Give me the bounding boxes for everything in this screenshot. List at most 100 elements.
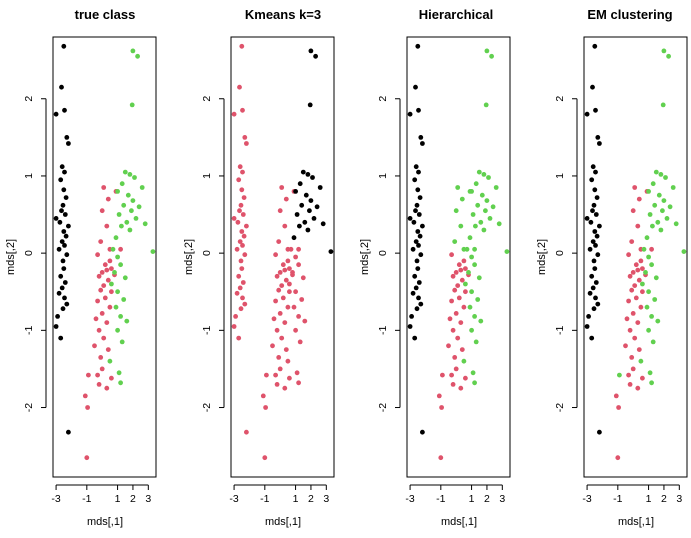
data-point bbox=[282, 385, 288, 391]
data-point bbox=[415, 266, 421, 271]
data-point bbox=[597, 223, 602, 229]
data-point bbox=[299, 202, 305, 208]
data-point bbox=[66, 223, 71, 229]
data-point bbox=[640, 281, 645, 287]
data-point bbox=[632, 283, 638, 288]
panel-title: Hierarchical bbox=[419, 7, 493, 22]
data-point bbox=[670, 185, 676, 190]
y-axis: -2 -1 0 1 2 bbox=[201, 96, 225, 412]
data-point bbox=[104, 385, 110, 391]
y-tick-label: -1 bbox=[377, 326, 389, 335]
data-point bbox=[300, 275, 306, 281]
data-point bbox=[412, 273, 418, 279]
data-point bbox=[493, 185, 499, 190]
x-axis: -3 -1 1 2 3 bbox=[405, 484, 505, 505]
x-tick-label: -1 bbox=[436, 493, 445, 505]
data-point bbox=[459, 277, 465, 283]
y-tick-label: 0 bbox=[23, 250, 35, 256]
data-point bbox=[630, 311, 636, 316]
y-tick-label: 0 bbox=[554, 250, 566, 256]
data-point bbox=[66, 429, 71, 435]
data-point bbox=[413, 84, 418, 90]
data-point bbox=[125, 192, 131, 198]
data-point bbox=[58, 335, 64, 341]
data-point bbox=[461, 358, 467, 364]
y-axis-label: mds[,2] bbox=[359, 239, 371, 275]
data-point bbox=[297, 339, 303, 345]
data-point bbox=[293, 327, 298, 333]
data-point bbox=[417, 233, 423, 239]
data-point bbox=[274, 382, 280, 387]
data-point bbox=[308, 48, 314, 54]
data-point bbox=[584, 216, 590, 221]
data-point bbox=[589, 335, 595, 341]
x-tick-label: -3 bbox=[582, 493, 591, 505]
panel-title: EM clustering bbox=[587, 7, 672, 22]
data-point bbox=[282, 267, 288, 273]
data-point bbox=[236, 177, 242, 183]
data-point bbox=[274, 327, 280, 333]
y-tick-label: -2 bbox=[23, 403, 35, 412]
data-point bbox=[640, 289, 645, 295]
data-point bbox=[472, 246, 477, 252]
data-point bbox=[593, 212, 599, 217]
data-point bbox=[105, 196, 111, 202]
data-point bbox=[98, 355, 104, 360]
data-point bbox=[478, 318, 484, 324]
data-point bbox=[635, 267, 641, 273]
x-tick-label: 1 bbox=[646, 493, 652, 505]
y-tick-label: -1 bbox=[201, 326, 213, 335]
data-point bbox=[122, 275, 128, 281]
data-point bbox=[280, 262, 286, 268]
data-point bbox=[104, 223, 110, 229]
y-tick-label: 2 bbox=[201, 96, 213, 102]
data-point bbox=[231, 111, 237, 117]
points-layer bbox=[231, 43, 334, 461]
data-point bbox=[62, 280, 68, 285]
data-point bbox=[652, 202, 658, 208]
data-point bbox=[96, 273, 102, 279]
data-point bbox=[64, 252, 70, 258]
data-point bbox=[310, 175, 315, 180]
y-tick-label: -2 bbox=[377, 403, 389, 412]
data-point bbox=[118, 262, 123, 268]
data-point bbox=[129, 208, 134, 214]
data-point bbox=[86, 372, 91, 378]
data-point bbox=[121, 202, 127, 208]
y-tick-label: 0 bbox=[377, 250, 389, 256]
data-point bbox=[636, 277, 642, 283]
data-point bbox=[653, 169, 659, 175]
y-tick-label: 2 bbox=[23, 96, 35, 102]
data-point bbox=[630, 366, 636, 372]
data-point bbox=[456, 262, 462, 268]
data-point bbox=[107, 304, 113, 310]
data-point bbox=[231, 216, 237, 221]
data-point bbox=[115, 289, 120, 295]
x-axis-label: mds[,1] bbox=[441, 516, 477, 528]
data-point bbox=[234, 246, 240, 252]
data-point bbox=[470, 370, 476, 376]
data-point bbox=[459, 196, 465, 202]
data-point bbox=[112, 270, 117, 275]
data-point bbox=[489, 53, 494, 59]
data-point bbox=[590, 208, 595, 214]
data-point bbox=[646, 189, 651, 194]
data-point bbox=[115, 189, 120, 194]
data-point bbox=[587, 246, 593, 252]
data-point bbox=[99, 311, 105, 316]
data-point bbox=[293, 254, 298, 260]
data-point bbox=[452, 355, 458, 360]
data-point bbox=[136, 204, 142, 210]
data-point bbox=[458, 223, 464, 229]
data-point bbox=[53, 324, 59, 329]
data-point bbox=[630, 208, 636, 214]
data-point bbox=[130, 198, 136, 204]
plot-box bbox=[406, 36, 511, 478]
data-point bbox=[293, 289, 298, 295]
data-point bbox=[627, 273, 633, 279]
data-point bbox=[139, 185, 145, 190]
data-point bbox=[638, 358, 644, 364]
data-point bbox=[99, 270, 105, 275]
data-point bbox=[240, 243, 245, 248]
